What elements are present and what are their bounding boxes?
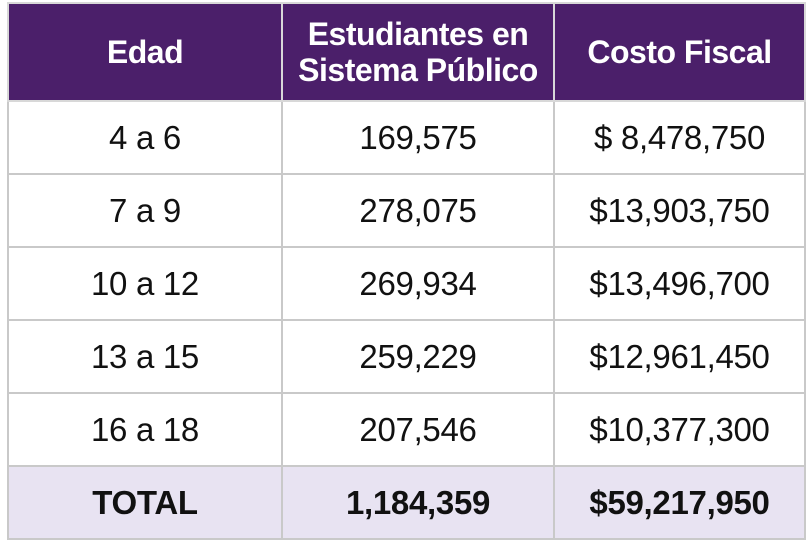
table-footer: TOTAL 1,184,359 $59,217,950 (7, 465, 806, 540)
total-estudiantes: 1,184,359 (281, 465, 555, 540)
header-estudiantes-line2: Sistema Público (298, 52, 538, 88)
cell-costo: $13,903,750 (553, 173, 806, 248)
total-costo: $59,217,950 (553, 465, 806, 540)
cell-costo: $12,961,450 (553, 319, 806, 394)
total-label: TOTAL (7, 465, 283, 540)
header-estudiantes-line1: Estudiantes en (307, 16, 529, 52)
header-estudiantes: Estudiantes en Sistema Público (281, 2, 555, 102)
cell-edad: 4 a 6 (7, 100, 283, 175)
table-row: 4 a 6 169,575 $ 8,478,750 (7, 100, 806, 175)
table-row: 7 a 9 278,075 $13,903,750 (7, 173, 806, 248)
header-row: Edad Estudiantes en Sistema Público Cost… (7, 2, 806, 102)
table-body: 4 a 6 169,575 $ 8,478,750 7 a 9 278,075 … (7, 100, 806, 467)
header-costo-fiscal: Costo Fiscal (553, 2, 806, 102)
cell-edad: 13 a 15 (7, 319, 283, 394)
cell-estudiantes: 259,229 (281, 319, 555, 394)
cell-costo: $10,377,300 (553, 392, 806, 467)
table-row: 16 a 18 207,546 $10,377,300 (7, 392, 806, 467)
cell-edad: 7 a 9 (7, 173, 283, 248)
cell-costo: $13,496,700 (553, 246, 806, 321)
cell-estudiantes: 169,575 (281, 100, 555, 175)
cell-estudiantes: 278,075 (281, 173, 555, 248)
cell-edad: 10 a 12 (7, 246, 283, 321)
total-row: TOTAL 1,184,359 $59,217,950 (7, 465, 806, 540)
cell-estudiantes: 269,934 (281, 246, 555, 321)
table-row: 10 a 12 269,934 $13,496,700 (7, 246, 806, 321)
table-header: Edad Estudiantes en Sistema Público Cost… (7, 2, 806, 102)
cost-table-container: Edad Estudiantes en Sistema Público Cost… (7, 2, 806, 540)
cell-costo: $ 8,478,750 (553, 100, 806, 175)
cost-table: Edad Estudiantes en Sistema Público Cost… (7, 2, 806, 540)
cell-estudiantes: 207,546 (281, 392, 555, 467)
table-row: 13 a 15 259,229 $12,961,450 (7, 319, 806, 394)
header-edad: Edad (7, 2, 283, 102)
cell-edad: 16 a 18 (7, 392, 283, 467)
